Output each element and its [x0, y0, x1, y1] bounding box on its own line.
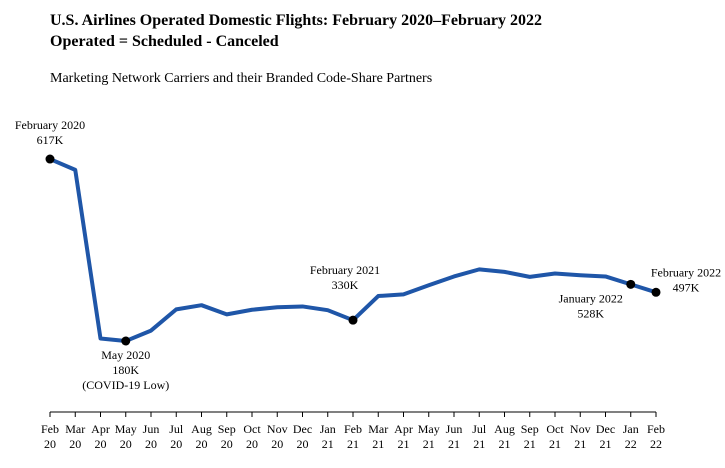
x-tick-label-month: Jan — [320, 422, 336, 436]
x-tick-label-month: Sep — [218, 422, 236, 436]
annotation-label: February 2021 — [310, 263, 380, 277]
x-tick-label-month: Jul — [169, 422, 184, 436]
x-tick-label-year: 20 — [271, 437, 283, 451]
x-tick-label-year: 20 — [221, 437, 233, 451]
x-tick-label-month: Feb — [647, 422, 665, 436]
annotation-label: 528K — [577, 306, 604, 320]
x-tick-label-month: Nov — [570, 422, 591, 436]
annotation-label: 617K — [37, 133, 64, 147]
x-tick-label-month: Apr — [91, 422, 110, 436]
annotation-label: 330K — [332, 278, 359, 292]
annotation-label: February 2022 — [651, 265, 721, 279]
annotation-marker — [45, 154, 55, 164]
chart-subtitle: Marketing Network Carriers and their Bra… — [50, 71, 433, 86]
annotation-marker — [626, 279, 636, 289]
x-tick-label-month: Aug — [191, 422, 212, 436]
x-tick-label-month: Jun — [143, 422, 160, 436]
x-tick-label-year: 20 — [246, 437, 258, 451]
x-tick-label-year: 20 — [170, 437, 182, 451]
x-tick-label-year: 21 — [499, 437, 511, 451]
x-tick-label-year: 21 — [423, 437, 435, 451]
x-tick-label-year: 22 — [625, 437, 637, 451]
chart-title: U.S. Airlines Operated Domestic Flights:… — [50, 10, 542, 52]
x-tick-label-year: 20 — [120, 437, 132, 451]
annotation-label: February 2020 — [15, 118, 85, 132]
x-tick-label-month: Mar — [65, 422, 85, 436]
x-tick-label-month: Oct — [243, 422, 261, 436]
x-tick-label-year: 20 — [145, 437, 157, 451]
x-tick-label-month: Feb — [344, 422, 362, 436]
x-tick-label-year: 20 — [297, 437, 309, 451]
x-tick-label-month: Jul — [472, 422, 487, 436]
chart-title-line2: Operated = Scheduled - Canceled — [50, 33, 279, 50]
x-tick-label-year: 21 — [398, 437, 410, 451]
x-tick-label-year: 20 — [196, 437, 208, 451]
x-tick-label-month: Jun — [446, 422, 463, 436]
annotation-marker — [348, 315, 358, 325]
x-tick-label-year: 21 — [600, 437, 612, 451]
x-tick-label-month: Sep — [521, 422, 539, 436]
annotation-label: 180K — [112, 363, 139, 377]
x-tick-label-month: Dec — [293, 422, 312, 436]
annotation-label: (COVID-19 Low) — [82, 378, 169, 392]
annotation-label: 497K — [673, 280, 700, 294]
annotation-marker — [651, 287, 661, 297]
series-line — [48, 157, 658, 343]
x-tick-label-year: 21 — [473, 437, 485, 451]
x-tick-label-year: 21 — [347, 437, 359, 451]
x-tick-label-month: Aug — [494, 422, 515, 436]
x-tick-label-month: Dec — [596, 422, 615, 436]
x-tick-label-year: 22 — [650, 437, 662, 451]
x-tick-label-year: 21 — [549, 437, 561, 451]
x-tick-label-year: 20 — [95, 437, 107, 451]
x-tick-label-year: 21 — [448, 437, 460, 451]
x-tick-label-month: May — [115, 422, 137, 436]
x-tick-label-month: Mar — [368, 422, 388, 436]
x-tick-label-month: May — [418, 422, 440, 436]
annotation-marker — [121, 336, 131, 346]
x-tick-label-year: 21 — [372, 437, 384, 451]
annotation-label: May 2020 — [101, 348, 150, 362]
x-tick-label-year: 21 — [524, 437, 536, 451]
x-tick-label-year: 20 — [69, 437, 81, 451]
x-tick-label-month: Apr — [394, 422, 413, 436]
chart-title-line1: U.S. Airlines Operated Domestic Flights:… — [50, 12, 542, 29]
x-tick-label-month: Oct — [546, 422, 564, 436]
x-tick-label-year: 21 — [322, 437, 334, 451]
x-tick-label-month: Nov — [267, 422, 288, 436]
x-tick-label-year: 21 — [574, 437, 586, 451]
x-tick-label-month: Jan — [623, 422, 639, 436]
annotation-label: January 2022 — [559, 291, 623, 305]
x-tick-label-year: 20 — [44, 437, 56, 451]
x-tick-label-month: Feb — [41, 422, 59, 436]
